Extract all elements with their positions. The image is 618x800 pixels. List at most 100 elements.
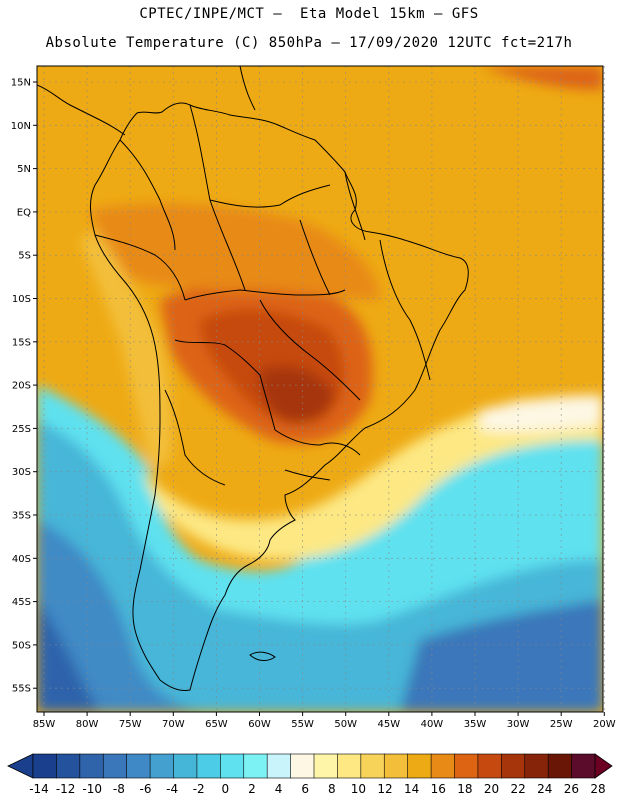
lat-label: 5N [17, 164, 31, 175]
colorbar-level-label: -4 [166, 782, 178, 796]
colorbar-over-arrow [594, 753, 613, 779]
longitude-labels: 85W 80W 75W 70W 65W 60W 55W 50W 45W 40W 35W 30W 25W 2… [33, 719, 616, 730]
field-colder-zone [37, 520, 200, 712]
lon-label: 70W [162, 719, 185, 730]
lon-label: 65W [205, 719, 228, 730]
border-brazil-states-1 [379, 239, 431, 381]
colorbar-level-label: 8 [328, 782, 336, 796]
border-chile-argentina [164, 389, 226, 486]
border-brazil-states-4 [299, 219, 331, 296]
colorbar-level-label: 0 [222, 782, 230, 796]
field-caribbean-warm [480, 66, 603, 90]
colorbar-swatch [79, 753, 104, 779]
colorbar-swatch [173, 753, 198, 779]
colorbar-swatch [501, 753, 526, 779]
colorbar-swatch [313, 753, 339, 779]
colorbar-swatch [196, 753, 221, 779]
title-line-2: Absolute Temperature (C) 850hPa — 17/09/… [45, 35, 573, 51]
lat-label: 55S [12, 684, 31, 695]
colorbar-level-label: -2 [193, 782, 205, 796]
lat-label: 45S [12, 597, 31, 608]
lat-label: 50S [12, 640, 31, 651]
colorbar-swatch [477, 753, 502, 779]
colorbar-labels: -14 -12 -10 -8 -6 -4 -2 0 2 4 6 8 10 12 14 16 18 20 22 24 26… [29, 782, 605, 796]
colorbar-swatch [407, 753, 432, 779]
lon-label: 80W [76, 719, 99, 730]
colorbar-swatch [524, 753, 549, 779]
lon-label: 45W [377, 719, 400, 730]
border-uruguay [284, 469, 331, 481]
colorbar-swatch [571, 753, 596, 779]
lon-label: 30W [507, 719, 530, 730]
lon-label: 35W [464, 719, 487, 730]
colorbar-level-label: 6 [301, 782, 309, 796]
colorbar-swatch [337, 753, 362, 779]
continent-outline [90, 102, 469, 691]
lon-label: 40W [421, 719, 444, 730]
border-paraguay [274, 429, 361, 456]
lat-label: 15S [12, 337, 31, 348]
colorbar-swatch [56, 753, 81, 779]
field-colder-zone-east [400, 600, 603, 712]
lon-label: 25W [550, 719, 573, 730]
field-north-band [90, 203, 380, 300]
colorbar-level-label: -8 [113, 782, 125, 796]
lat-label: 5S [18, 251, 31, 262]
colorbar-swatch [102, 753, 128, 779]
colorbar-level-label: -14 [29, 782, 49, 796]
colorbar-level-label: 20 [484, 782, 499, 796]
temperature-field [37, 66, 603, 712]
colorbar-swatch [360, 753, 385, 779]
colorbar-under-arrow [7, 753, 34, 779]
title-line-1: CPTEC/INPE/MCT — Eta Model 15km — GFS [139, 6, 479, 22]
colorbar-level-label: 2 [248, 782, 256, 796]
lat-label: 25S [12, 424, 31, 435]
caribbean-islands [239, 66, 256, 111]
lon-label: 60W [248, 719, 271, 730]
field-andes-strip [80, 230, 172, 470]
colorbar-swatch [547, 753, 573, 779]
colorbar-swatch [454, 753, 479, 779]
border-brazil-states-3 [209, 199, 246, 291]
colorbar-level-label: 22 [511, 782, 526, 796]
map-frame [36, 65, 604, 713]
colorbar-level-label: 10 [351, 782, 366, 796]
border-venezuela [189, 104, 331, 208]
lat-label: 35S [12, 511, 31, 522]
colorbar [7, 753, 613, 779]
colorbar-level-label: 16 [431, 782, 446, 796]
country-borders [37, 66, 469, 691]
colorbar-level-label: 12 [377, 782, 392, 796]
lon-label: 75W [119, 719, 142, 730]
colorbar-swatch [290, 753, 315, 779]
lon-label: 20W [593, 719, 616, 730]
colorbar-swatch [126, 753, 151, 779]
axis-ticks [33, 81, 605, 716]
colorbar-swatch [32, 753, 58, 779]
lat-label: 15N [11, 78, 31, 89]
colorbar-swatch [243, 753, 268, 779]
border-peru-brazil [184, 289, 346, 301]
lat-label: 10S [12, 294, 31, 305]
colorbar-swatch [149, 753, 175, 779]
field-coldest-zone [37, 600, 100, 712]
field-pale-band [480, 395, 603, 433]
colorbar-level-label: 18 [457, 782, 472, 796]
lat-label: EQ [17, 207, 31, 218]
colorbar-level-label: -12 [56, 782, 76, 796]
lat-label: 10N [11, 121, 31, 132]
lon-label: 55W [291, 719, 314, 730]
colorbar-swatch [383, 753, 409, 779]
border-brazil-states-2 [259, 299, 361, 401]
central-america [37, 84, 126, 136]
colorbar-level-label: 24 [537, 782, 552, 796]
colorbar-level-label: -10 [82, 782, 102, 796]
lat-label: 30S [12, 467, 31, 478]
lon-label: 85W [33, 719, 56, 730]
field-frontal-band [140, 395, 603, 560]
latitude-labels: 15N 10N 5N EQ 5S 10S 15S 20S 25S 30S 35S 40S 45S 50S 5… [11, 78, 31, 695]
border-ecuador-peru [94, 234, 186, 301]
lon-label: 50W [334, 719, 357, 730]
lat-label: 20S [12, 381, 31, 392]
